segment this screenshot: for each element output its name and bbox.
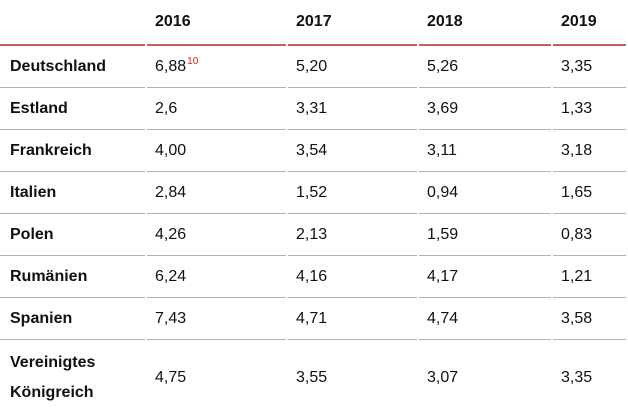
value-text: 6,88 bbox=[155, 57, 187, 75]
country-cell: Estland bbox=[0, 88, 145, 130]
value-cell: 3,35 bbox=[561, 368, 593, 386]
year-header-2019: 2019 bbox=[553, 0, 626, 46]
value-cell: 4,00 bbox=[147, 130, 286, 172]
value-cell: 4,71 bbox=[288, 298, 417, 340]
country-cell: Frankreich bbox=[0, 130, 145, 172]
value-cell: 5,26 bbox=[419, 46, 551, 88]
value-cell: 6,8810 bbox=[147, 46, 286, 88]
value-cell: 2,6 bbox=[147, 88, 286, 130]
header-empty-cell bbox=[0, 0, 145, 46]
country-cell: Vereinigtes Königreich bbox=[10, 353, 96, 401]
value-cell: 3,55 bbox=[296, 368, 328, 386]
table-row: Italien 2,84 1,52 0,94 1,65 bbox=[0, 172, 626, 214]
value-cell: 1,59 bbox=[419, 214, 551, 256]
country-cell: Italien bbox=[0, 172, 145, 214]
value-cell: 3,07 bbox=[427, 368, 459, 386]
value-cell: 3,58 bbox=[553, 298, 626, 340]
table-row: Vereinigtes Königreich 4,75 3,55 3,07 3,… bbox=[0, 340, 626, 415]
table-row: Spanien 7,43 4,71 4,74 3,58 bbox=[0, 298, 626, 340]
value-cell: 1,65 bbox=[553, 172, 626, 214]
country-cell: Polen bbox=[0, 214, 145, 256]
table-row: Frankreich 4,00 3,54 3,11 3,18 bbox=[0, 130, 626, 172]
value-cell: 3,69 bbox=[419, 88, 551, 130]
year-header-2016: 2016 bbox=[147, 0, 286, 46]
value-cell: 4,75 bbox=[155, 368, 187, 386]
value-cell: 3,18 bbox=[553, 130, 626, 172]
value-cell: 3,11 bbox=[419, 130, 551, 172]
value-cell: 0,94 bbox=[419, 172, 551, 214]
table-row: Polen 4,26 2,13 1,59 0,83 bbox=[0, 214, 626, 256]
table-row: Deutschland 6,8810 5,20 5,26 3,35 bbox=[0, 46, 626, 88]
value-cell: 4,17 bbox=[419, 256, 551, 298]
table-row: Estland 2,6 3,31 3,69 1,33 bbox=[0, 88, 626, 130]
value-cell: 2,84 bbox=[147, 172, 286, 214]
value-cell: 0,83 bbox=[553, 214, 626, 256]
country-cell: Spanien bbox=[0, 298, 145, 340]
footnote-marker: 10 bbox=[187, 56, 199, 68]
year-header-2017: 2017 bbox=[288, 0, 417, 46]
country-cell: Rumänien bbox=[0, 256, 145, 298]
value-cell: 3,35 bbox=[553, 46, 626, 88]
table-row: Rumänien 6,24 4,16 4,17 1,21 bbox=[0, 256, 626, 298]
header-row: 2016 2017 2018 2019 bbox=[0, 0, 626, 46]
value-cell: 4,26 bbox=[147, 214, 286, 256]
value-cell: 3,31 bbox=[288, 88, 417, 130]
value-cell: 1,21 bbox=[553, 256, 626, 298]
value-cell: 4,16 bbox=[288, 256, 417, 298]
year-header-2018: 2018 bbox=[419, 0, 551, 46]
value-cell: 4,74 bbox=[419, 298, 551, 340]
value-cell: 7,43 bbox=[147, 298, 286, 340]
value-cell: 2,13 bbox=[288, 214, 417, 256]
value-cell: 6,24 bbox=[147, 256, 286, 298]
value-cell: 1,52 bbox=[288, 172, 417, 214]
value-cell: 5,20 bbox=[288, 46, 417, 88]
value-cell: 1,33 bbox=[553, 88, 626, 130]
value-cell: 3,54 bbox=[288, 130, 417, 172]
country-cell: Deutschland bbox=[0, 46, 145, 88]
